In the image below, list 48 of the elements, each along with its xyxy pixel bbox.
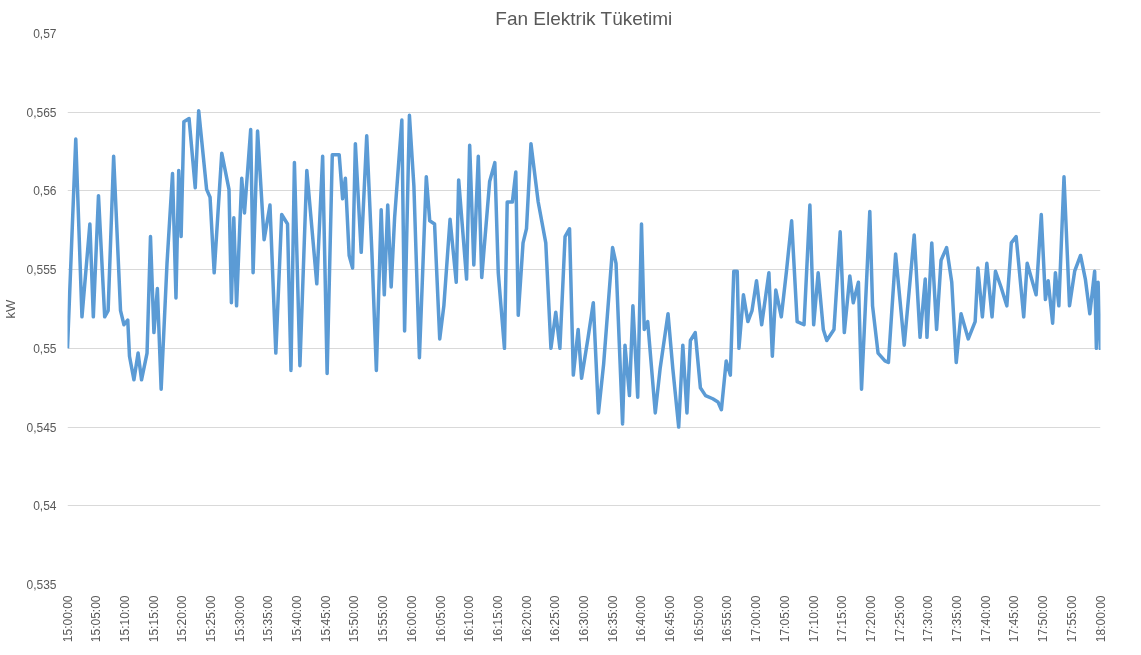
x-tick-label: 17:05:00	[777, 595, 792, 643]
x-tick-label: 15:40:00	[290, 595, 305, 643]
x-tick-label: 15:45:00	[318, 595, 333, 643]
x-tick-label: 17:20:00	[863, 595, 878, 643]
x-tick-label: 15:50:00	[347, 595, 362, 643]
y-tick-label: 0,55	[33, 341, 57, 356]
x-tick-label: 17:15:00	[835, 595, 850, 643]
x-tick-label: 15:00:00	[60, 595, 75, 643]
y-tick-label: 0,565	[26, 105, 57, 120]
x-tick-label: 15:30:00	[232, 595, 247, 643]
x-tick-label: 15:15:00	[146, 595, 161, 643]
x-tick-label: 16:35:00	[605, 595, 620, 643]
x-tick-label: 16:10:00	[462, 595, 477, 643]
x-tick-label: 17:30:00	[921, 595, 936, 643]
x-tick-label: 18:00:00	[1093, 595, 1108, 643]
x-tick-label: 15:25:00	[203, 595, 218, 643]
x-tick-label: 17:50:00	[1036, 595, 1051, 643]
x-tick-label: 17:45:00	[1007, 595, 1022, 643]
y-tick-label: 0,535	[26, 578, 57, 592]
y-tick-label: 0,57	[33, 27, 57, 41]
x-tick-label: 16:05:00	[433, 595, 448, 643]
y-tick-label: 0,545	[26, 420, 57, 435]
x-tick-label: 15:10:00	[117, 595, 132, 643]
x-tick-label: 17:35:00	[950, 595, 965, 643]
x-tick-label: 17:40:00	[978, 595, 993, 643]
x-tick-label: 16:55:00	[720, 595, 735, 643]
x-tick-label: 16:20:00	[519, 595, 534, 643]
x-tick-label: 16:50:00	[691, 595, 706, 643]
chart-title: Fan Elektrik Tüketimi	[495, 7, 673, 29]
x-tick-label: 17:10:00	[806, 595, 821, 643]
x-tick-label: 17:55:00	[1064, 595, 1079, 643]
x-tick-label: 16:15:00	[490, 595, 505, 643]
x-tick-label: 17:00:00	[749, 595, 764, 643]
x-tick-label: 17:25:00	[892, 595, 907, 643]
y-axis-title: kW	[3, 298, 19, 319]
x-tick-label: 16:45:00	[663, 595, 678, 643]
x-tick-label: 16:00:00	[404, 595, 419, 643]
x-tick-label: 15:35:00	[261, 595, 276, 643]
y-tick-label: 0,54	[33, 499, 57, 514]
x-tick-label: 16:40:00	[634, 595, 649, 643]
x-tick-label: 15:05:00	[89, 595, 104, 643]
x-tick-label: 16:25:00	[548, 595, 563, 643]
x-tick-label: 15:20:00	[175, 595, 190, 643]
y-tick-label: 0,555	[26, 263, 57, 278]
line-series	[67, 108, 1101, 429]
x-tick-label: 16:30:00	[577, 595, 591, 643]
y-tick-label: 0,56	[33, 184, 57, 199]
x-tick-label: 15:55:00	[376, 595, 391, 643]
